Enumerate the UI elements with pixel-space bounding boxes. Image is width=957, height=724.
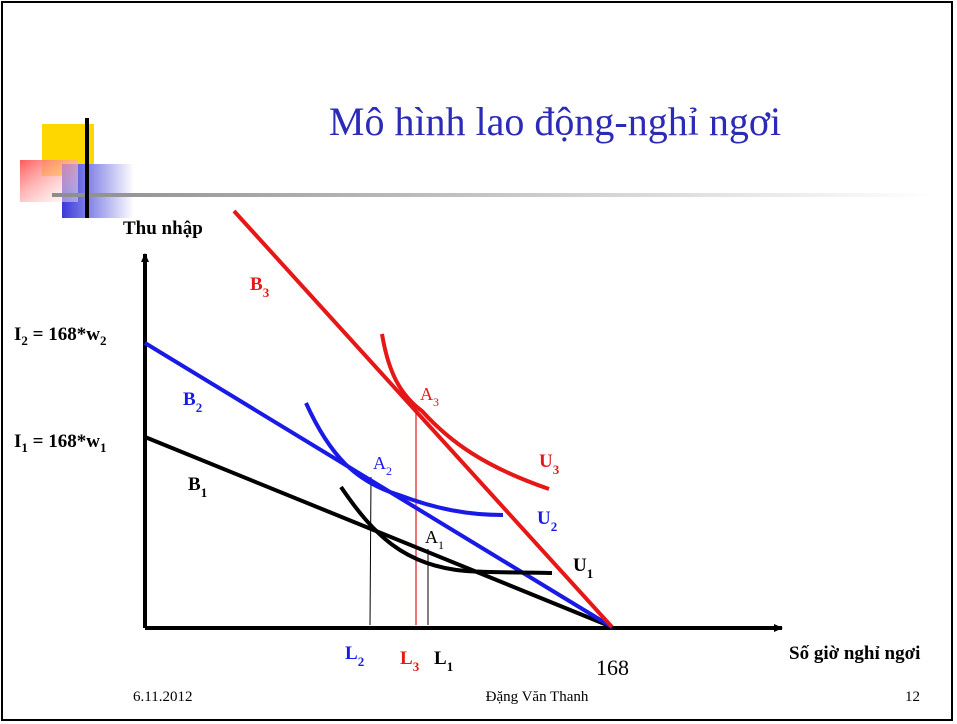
curve-u2-main: U	[537, 508, 551, 529]
point-a1-sub: 1	[438, 538, 444, 552]
intercept-i2-rest: = 168*w	[28, 324, 100, 345]
budget-label-b3: B3	[250, 274, 270, 300]
slide-title: Mô hình lao động-nghỉ ngơi	[328, 99, 782, 144]
leisure-label-l3: L3	[400, 648, 420, 674]
leisure-l3-sub: 3	[413, 659, 420, 674]
point-a2-main: A	[373, 453, 386, 473]
point-a3-sub: 3	[433, 395, 439, 409]
x-axis-endpoint-label: 168	[596, 655, 629, 680]
footer-page-number: 12	[905, 689, 920, 705]
point-a2-sub: 2	[386, 464, 392, 478]
budget-b2-main: B	[183, 389, 196, 410]
point-a1-main: A	[425, 527, 438, 547]
point-label-a3: A3	[420, 384, 439, 409]
budget-label-b2: B2	[183, 389, 202, 415]
intercept-i2-sub2: 2	[100, 333, 107, 348]
footer-date: 6.11.2012	[133, 689, 193, 705]
drop-line-a2	[369, 476, 372, 626]
indifference-curve-u3	[380, 333, 550, 491]
budget-b1-main: B	[188, 474, 201, 495]
budget-label-b1: B1	[188, 474, 207, 500]
curve-u1-main: U	[573, 555, 587, 576]
intercept-i1-main: I	[14, 431, 21, 452]
intercept-i1-sub2: 1	[100, 440, 107, 455]
curve-label-u3: U3	[539, 451, 560, 477]
intercept-i2-main: I	[14, 324, 21, 345]
budget-line-b3	[232, 209, 614, 629]
intercept-i1-rest: = 168*w	[28, 431, 100, 452]
leisure-l2-main: L	[345, 643, 358, 664]
intercept-i2-sub: 2	[21, 333, 28, 348]
leisure-l1-main: L	[434, 648, 447, 669]
point-label-a2: A2	[373, 453, 392, 478]
point-a3-main: A	[420, 384, 433, 404]
leisure-label-l2: L2	[345, 643, 364, 669]
curve-u2-sub: 2	[551, 519, 558, 534]
curve-label-u1: U1	[573, 555, 593, 581]
intercept-label-i2: I2 = 168*w2	[14, 324, 106, 348]
decor-vertical-bar	[85, 118, 89, 218]
indifference-curve-u1	[339, 485, 553, 575]
budget-b3-sub: 3	[263, 285, 270, 300]
leisure-l1-sub: 1	[447, 659, 454, 674]
budget-b1-sub: 1	[201, 485, 208, 500]
curve-label-u2: U2	[537, 508, 557, 534]
curve-u3-main: U	[539, 451, 553, 472]
curve-u1-sub: 1	[587, 566, 594, 581]
budget-b3-main: B	[250, 274, 263, 295]
y-axis-label: Thu nhập	[123, 218, 203, 239]
footer-author: Đặng Văn Thanh	[485, 689, 589, 705]
leisure-label-l1: L1	[434, 648, 453, 674]
x-axis-label: Số giờ nghỉ ngơi	[789, 643, 920, 664]
intercept-i1-sub: 1	[21, 440, 28, 455]
indifference-curve-u2	[304, 402, 504, 517]
budget-b2-sub: 2	[196, 400, 203, 415]
intercept-label-i1: I1 = 168*w1	[14, 431, 106, 455]
leisure-l2-sub: 2	[358, 654, 365, 669]
point-label-a1: A1	[425, 527, 444, 552]
decor-divider-line	[52, 193, 932, 197]
leisure-l3-main: L	[400, 648, 413, 669]
curve-u3-sub: 3	[553, 462, 560, 477]
